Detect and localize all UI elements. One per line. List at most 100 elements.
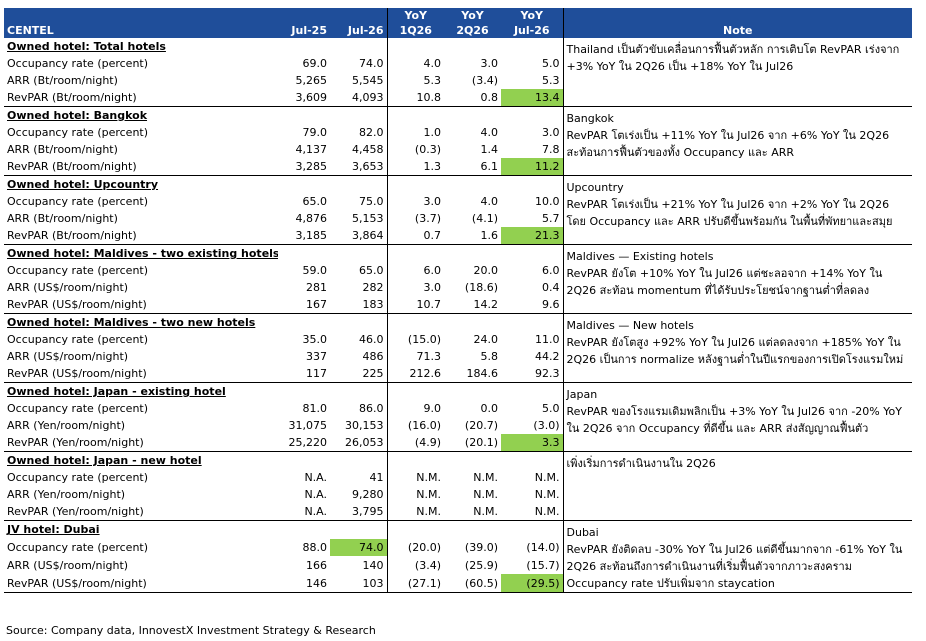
empty-cell [330,382,388,400]
value-cell-y3: 5.0 [542,402,560,415]
header-jul26: Jul-26 [330,23,388,38]
table-row: ARR (Bt/room/night) 5,265 5,545 5.3 (3.4) 5.3 [4,72,912,89]
value-cell-v2: 5,153 [330,210,388,227]
empty-cell [330,244,388,262]
empty-cell [444,176,501,194]
row-label: Occupancy rate (percent) [7,195,149,208]
value-cell-y2: (25.9) [464,558,498,572]
value-cell-y2: (4.1) [471,212,498,225]
table-row: ARR (Bt/room/night) 4,876 5,153 (3.7) (4.1) 5… [4,210,912,227]
row-label: RevPAR (Yen/room/night) [4,434,278,452]
value-cell-v1: N.A. [304,471,327,484]
value-cell-y2: N.M. [444,503,501,521]
value-cell-v1: 35.0 [302,333,328,346]
table-row: RevPAR (US$/room/night) 117 225 212.6 184.6 9… [4,365,912,383]
header-company: CENTEL [4,23,278,38]
value-cell-v2: 30,153 [330,417,388,434]
value-cell-y1: (16.0) [407,419,441,432]
value-cell-y1: (0.3) [414,143,441,156]
value-cell-y2: 24.0 [473,333,499,346]
row-label: ARR (US$/room/night) [7,558,129,572]
table-row: Occupancy rate (percent) 59.0 65.0 6.0 20.0 6… [4,262,912,279]
value-cell-y2: N.M. [473,471,498,484]
value-cell-y2: 4.0 [480,126,499,139]
value-cell-y3: 7.8 [542,143,560,156]
table-row: Occupancy rate (percent) 35.0 46.0 (15.0) 24… [4,331,912,348]
value-cell-y1: 4.0 [423,57,442,70]
row-label: ARR (Bt/room/night) [7,143,118,156]
value-cell-y1: N.M. [416,471,441,484]
empty-cell [501,383,563,401]
value-cell-y3: N.M. [534,471,560,484]
header-note: Note [562,23,912,38]
empty-cell [330,106,388,124]
empty-cell [387,521,444,539]
value-cell-v2: 74.0 [330,55,388,72]
table-row: Occupancy rate (percent) 65.0 75.0 3.0 4.0 10… [4,193,912,210]
value-cell-v2: 3,864 [330,227,388,245]
empty-cell [278,107,330,125]
empty-cell [330,175,388,193]
value-cell-y1: (20.0) [407,541,441,555]
section-title-row: Owned hotel: Maldives - two new hotels Ma… [4,313,912,383]
value-cell-v2: 82.0 [330,124,388,141]
section-title-row: Owned hotel: Bangkok Bangkok RevPAR โตเร่… [4,106,912,176]
empty-cell [444,314,501,332]
value-cell-y1: (3.4) [414,558,441,572]
row-label: Occupancy rate (percent) [7,541,149,555]
section-note: Dubai RevPAR ยังติดลบ -30% YoY ใน Jul26 … [562,520,912,593]
header-1q26: 1Q26 [387,23,444,38]
value-cell-y1: 6.0 [423,264,442,277]
empty-cell [387,452,444,470]
empty-cell [501,521,563,539]
value-cell-y1: 3.0 [423,281,442,294]
value-cell-v1: 4,137 [295,143,328,156]
value-cell-v2: 86.0 [330,400,388,417]
section-group: Owned hotel: Bangkok Bangkok RevPAR โตเร่… [4,106,912,176]
table-row: ARR (US$/room/night) 166 140 (3.4) (25.9) (15… [4,556,912,575]
empty-cell [444,107,501,125]
value-cell-y3: 3.0 [542,126,560,139]
empty-cell [444,38,501,55]
table-row: RevPAR (Yen/room/night) N.A. 3,795 N.M. N.M.… [4,503,912,521]
value-cell-y3: 3.3 [501,434,563,452]
value-cell-y3: 92.3 [501,365,563,383]
section-title-row: Owned hotel: Japan - existing hotel Japan… [4,382,912,452]
section-title: Owned hotel: Total hotels [7,40,166,53]
header-jul25: Jul-25 [278,23,330,38]
empty-cell [387,245,444,263]
value-cell-y3: 21.3 [501,227,563,245]
value-cell-v1: N.A. [278,503,330,521]
section-group: JV hotel: Dubai Dubai RevPAR ยังติดลบ -30… [4,520,912,594]
section-title-row: Owned hotel: Japan - new hotel เพิ่งเริ่ม… [4,451,912,521]
value-cell-v1: N.A. [304,488,327,501]
row-label: ARR (Bt/room/night) [7,212,118,225]
section-note: Japan RevPAR ของโรงแรมเดิมพลิกเป็น +3% Y… [562,382,912,452]
header-blank [4,8,278,23]
value-cell-v1: 81.0 [302,402,328,415]
value-cell-y2: 1.6 [444,227,501,245]
value-cell-v1: 3,185 [278,227,330,245]
value-cell-v2: 9,280 [330,486,388,503]
section-title-row: Owned hotel: Upcountry Upcountry RevPAR โ… [4,175,912,245]
section-title: Owned hotel: Japan - existing hotel [7,385,226,398]
table-row: Occupancy rate (percent) N.A. 41 N.M. N.M. N.… [4,469,912,486]
empty-cell [387,107,444,125]
value-cell-y3: 13.4 [501,89,563,107]
value-cell-v2: 282 [330,279,388,296]
value-cell-v1: 79.0 [302,126,328,139]
value-cell-v2: 3,653 [330,158,388,176]
value-cell-y3: N.M. [501,503,563,521]
section-title: Owned hotel: Bangkok [7,109,148,122]
header-blank [562,8,912,23]
section-title-row: JV hotel: Dubai Dubai RevPAR ยังติดลบ -30… [4,520,912,593]
empty-cell [501,245,563,263]
section-note: เพิ่งเริ่มการดำเนินงานใน 2Q26 [562,451,912,521]
empty-cell [330,38,388,55]
empty-cell [501,176,563,194]
value-cell-y2: 0.8 [444,89,501,107]
row-label: ARR (US$/room/night) [7,281,129,294]
table-row: Occupancy rate (percent) 81.0 86.0 9.0 0.0 5.… [4,400,912,417]
section-note: Thailand เป็นตัวขับเคลื่อนการฟื้นตัวหลัก… [562,38,912,107]
empty-cell [444,383,501,401]
